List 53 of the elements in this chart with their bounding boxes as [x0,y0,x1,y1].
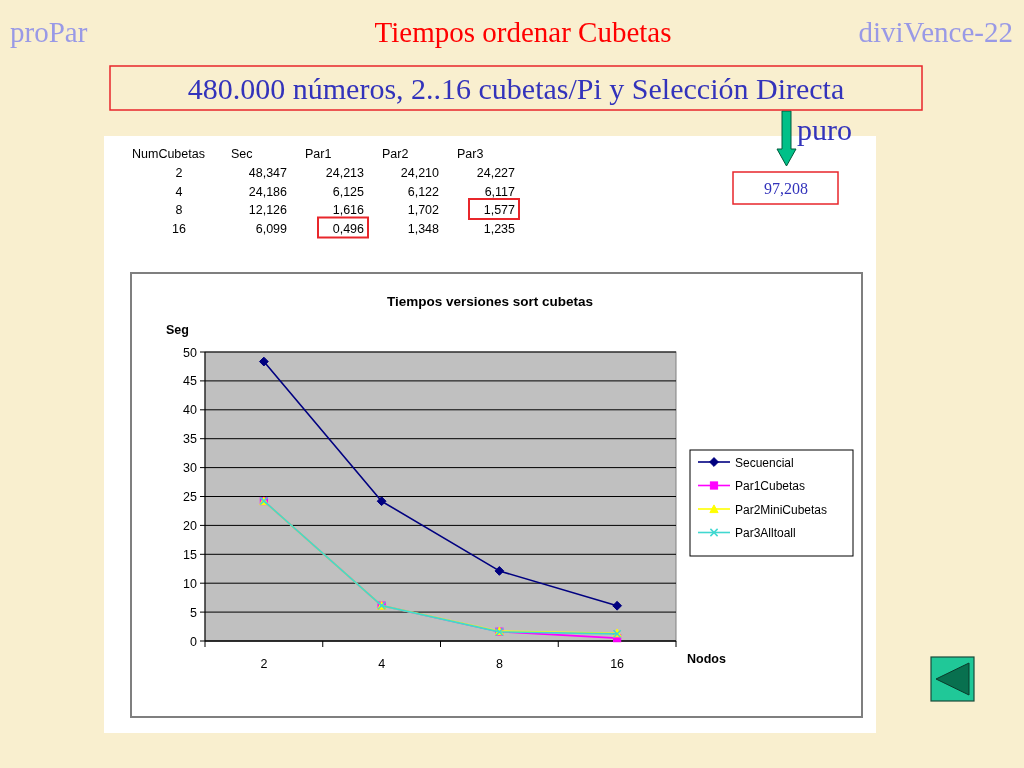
legend-label: Par1Cubetas [735,479,806,493]
text: 1,235 [483,221,516,236]
text: Par2 [382,147,409,161]
y-tick-label: 15 [183,547,198,562]
y-tick-label: 45 [183,374,198,389]
text: 6,099 [255,221,288,236]
text: diviVence-22 [858,16,1013,48]
text: 6,122 [407,184,440,199]
legend-label: Par3Alltoall [735,526,796,540]
text: 6,125 [332,184,365,199]
x-tick-label: 4 [378,657,386,671]
text: 1,577 [483,203,516,217]
text: puro [797,113,852,146]
legend-label: Par2MiniCubetas [735,502,828,517]
text: 1,616 [332,203,365,217]
y-tick-label: 20 [183,518,198,533]
chart-title: Tiempos versiones sort cubetas [386,294,594,309]
y-tick-label: 40 [183,403,198,418]
text: 12,126 [248,203,288,217]
text: 6,117 [484,184,516,199]
text: Tiempos ordenar Cubetas [374,16,672,48]
text: Sec [231,147,253,161]
y-tick-label: 10 [183,576,198,591]
y-tick-label: 50 [183,345,198,360]
text: 24,213 [325,166,365,180]
text: 4 [175,184,183,199]
text: 480.000 números, 2..16 cubetas/Pi y Selección Directa [187,72,845,105]
y-tick-label: 0 [190,634,198,649]
text: 1,702 [407,203,440,217]
text: Par1 [305,147,332,161]
text: Par3 [457,147,484,161]
x-axis-title: Nodos [687,652,726,666]
y-tick-label: 35 [183,432,198,447]
y-tick-label: 25 [183,490,198,504]
legend-label: Secuencial [735,455,794,470]
text: proPar [10,16,88,48]
text: 24,186 [248,184,288,199]
text: NumCubetas [132,147,205,161]
text: 24,227 [476,166,516,180]
y-tick-label: 30 [183,461,198,476]
text: 0,496 [332,221,365,236]
text: 8 [175,203,183,217]
x-tick-label: 16 [610,657,625,671]
text: 16 [172,221,186,236]
x-tick-label: 8 [495,657,503,671]
y-axis-title: Seg [166,323,189,337]
text: 48,347 [248,166,288,180]
y-tick-label: 5 [190,605,198,620]
text: 24,210 [400,166,440,180]
text: 97,208 [764,180,808,197]
text: 2 [175,166,183,180]
x-tick-label: 2 [260,657,268,671]
text: 1,348 [407,221,440,236]
